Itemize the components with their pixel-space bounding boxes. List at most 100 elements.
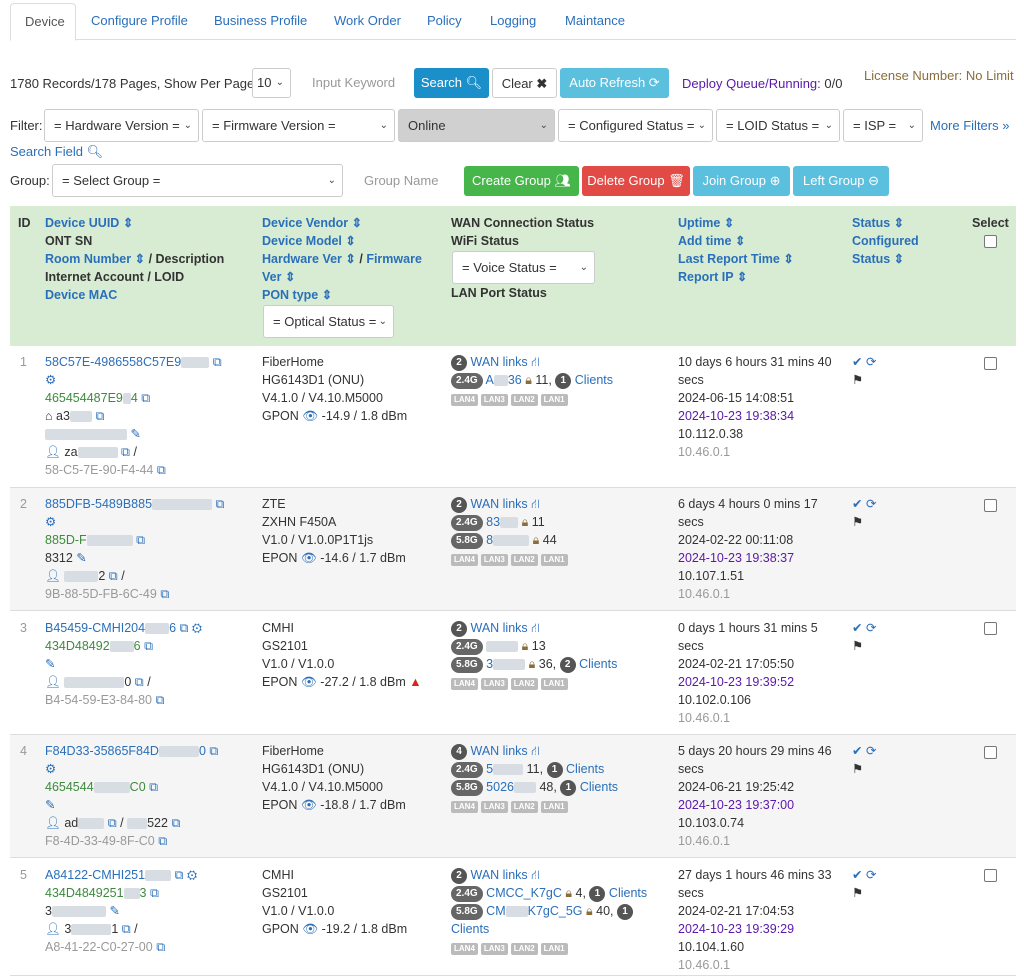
- ssid-link[interactable]: CM: [486, 904, 506, 918]
- firmware-version-select[interactable]: = Firmware Version = ⌄: [202, 109, 395, 142]
- tab-policy[interactable]: Policy: [427, 13, 462, 28]
- sort-device-model[interactable]: Device Model ⇕: [262, 234, 356, 248]
- eye-icon[interactable]: 👁︎: [302, 922, 319, 936]
- copy-icon[interactable]: ⧉: [158, 834, 168, 848]
- wan-links-link[interactable]: WAN links: [470, 621, 528, 635]
- sync-icon[interactable]: ⟳: [865, 497, 877, 511]
- wan-links-link[interactable]: WAN links: [470, 744, 528, 758]
- copy-icon[interactable]: ⧉: [141, 391, 151, 405]
- edit-icon[interactable]: ✎: [45, 798, 56, 812]
- edit-icon[interactable]: ✎: [130, 427, 141, 441]
- eye-icon[interactable]: 👁︎: [300, 798, 317, 812]
- edit-icon[interactable]: ✎: [45, 657, 56, 671]
- edit-icon[interactable]: ✎: [76, 551, 87, 565]
- gear-icon[interactable]: ⚙: [186, 868, 198, 882]
- network-icon[interactable]: ⛙: [531, 621, 540, 635]
- copy-icon[interactable]: ⧉: [95, 409, 105, 423]
- copy-icon[interactable]: ⧉: [215, 497, 225, 511]
- copy-icon[interactable]: ⧉: [155, 693, 165, 707]
- ssid-link[interactable]: 5: [486, 762, 494, 776]
- clients-link[interactable]: Clients: [579, 657, 618, 671]
- network-icon[interactable]: ⛙: [531, 497, 540, 511]
- edit-icon[interactable]: ✎: [109, 904, 120, 918]
- loid-status-select[interactable]: = LOID Status = ⌄: [716, 109, 840, 142]
- copy-icon[interactable]: ⧉: [160, 587, 170, 601]
- group-select[interactable]: = Select Group = ⌄: [52, 164, 343, 197]
- tab-device[interactable]: Device: [10, 3, 76, 41]
- copy-icon[interactable]: ⧉: [107, 816, 117, 830]
- sync-icon[interactable]: ⟳: [865, 868, 877, 882]
- sort-room-number[interactable]: Room Number ⇕: [45, 252, 146, 266]
- gear-icon[interactable]: ⚙: [45, 373, 57, 387]
- clients-link[interactable]: Clients: [574, 373, 613, 387]
- clients-link[interactable]: Clients: [566, 762, 605, 776]
- group-name-input[interactable]: Group Name: [364, 173, 439, 188]
- sort-device-vendor[interactable]: Device Vendor ⇕: [262, 216, 363, 230]
- copy-icon[interactable]: ⧉: [156, 940, 166, 954]
- delete-group-button[interactable]: Delete Group 🗑︎: [582, 166, 690, 196]
- device-uuid-link[interactable]: F84D33-35865F84D: [45, 744, 159, 758]
- tab-logging[interactable]: Logging: [490, 13, 537, 28]
- wan-links-link[interactable]: WAN links: [470, 497, 528, 511]
- ssid-link[interactable]: A: [485, 373, 494, 387]
- sync-icon[interactable]: ⟳: [865, 744, 877, 758]
- tab-business-profile[interactable]: Business Profile: [214, 13, 308, 28]
- search-field-link[interactable]: Search Field 🔍︎: [10, 144, 104, 159]
- sort-pon-type[interactable]: PON type ⇕: [262, 288, 333, 302]
- copy-icon[interactable]: ⧉: [174, 868, 184, 882]
- sort-hardware-ver[interactable]: Hardware Ver ⇕: [262, 252, 356, 266]
- left-group-button[interactable]: Left Group ⊖: [793, 166, 889, 196]
- configured-status-select[interactable]: = Configured Status = ⌄: [558, 109, 713, 142]
- ssid-link[interactable]: 8: [486, 533, 494, 547]
- optical-status-select[interactable]: = Optical Status = ⌄: [263, 305, 394, 338]
- eye-icon[interactable]: 👁︎: [300, 675, 317, 689]
- ssid-link[interactable]: 83: [486, 515, 501, 529]
- sync-icon[interactable]: ⟳: [865, 621, 877, 635]
- wan-links-link[interactable]: WAN links: [470, 355, 528, 369]
- row-select-checkbox[interactable]: [984, 869, 997, 882]
- eye-icon[interactable]: 👁︎: [300, 551, 317, 565]
- eye-icon[interactable]: 👁︎: [302, 409, 319, 423]
- network-icon[interactable]: ⛙: [531, 744, 540, 758]
- copy-icon[interactable]: ⧉: [212, 355, 222, 369]
- copy-icon[interactable]: ⧉: [149, 780, 159, 794]
- sort-uptime[interactable]: Uptime ⇕: [678, 216, 735, 230]
- more-filters-link[interactable]: More Filters »: [930, 118, 1010, 133]
- voice-status-select[interactable]: = Voice Status = ⌄: [452, 251, 595, 284]
- sort-last-report-time[interactable]: Last Report Time ⇕: [678, 252, 794, 266]
- row-select-checkbox[interactable]: [984, 499, 997, 512]
- row-select-checkbox[interactable]: [984, 357, 997, 370]
- copy-icon[interactable]: ⧉: [121, 445, 130, 459]
- ssid-link[interactable]: CMCC_K7gC: [486, 886, 562, 900]
- auto-refresh-button[interactable]: Auto Refresh ⟳: [560, 68, 669, 98]
- gear-icon[interactable]: ⚙: [45, 515, 57, 529]
- join-group-button[interactable]: Join Group ⊕: [693, 166, 790, 196]
- online-select[interactable]: Online ⌄: [398, 109, 555, 142]
- sync-icon[interactable]: ⟳: [865, 355, 877, 369]
- gear-icon[interactable]: ⚙: [191, 621, 203, 635]
- gear-icon[interactable]: ⚙: [45, 762, 57, 776]
- sort-device-uuid[interactable]: Device UUID ⇕: [45, 216, 134, 230]
- row-select-checkbox[interactable]: [984, 746, 997, 759]
- tab-maintance[interactable]: Maintance: [565, 13, 625, 28]
- device-uuid-link[interactable]: A84122-CMHI251: [45, 868, 146, 882]
- row-select-checkbox[interactable]: [984, 622, 997, 635]
- copy-icon[interactable]: ⧉: [209, 744, 219, 758]
- copy-icon[interactable]: ⧉: [156, 463, 166, 477]
- copy-icon[interactable]: ⧉: [136, 533, 146, 547]
- per-page-select[interactable]: 10 ⌄: [252, 68, 291, 98]
- sort-firmware-ver[interactable]: Firmware: [366, 252, 422, 266]
- sort-status[interactable]: Status ⇕: [852, 216, 905, 230]
- sort-configured[interactable]: Configured: [852, 234, 919, 248]
- device-uuid-link[interactable]: B45459-CMHI204: [45, 621, 146, 635]
- wan-links-link[interactable]: WAN links: [470, 868, 528, 882]
- tab-configure-profile[interactable]: Configure Profile: [91, 13, 188, 28]
- select-all-checkbox[interactable]: [984, 235, 997, 248]
- clear-button[interactable]: Clear ✖: [492, 68, 557, 98]
- sort-firmware-ver-2[interactable]: Ver ⇕: [262, 270, 296, 284]
- tab-work-order[interactable]: Work Order: [334, 13, 401, 28]
- clients-link[interactable]: Clients: [579, 780, 619, 794]
- copy-icon[interactable]: ⧉: [121, 922, 131, 936]
- copy-icon[interactable]: ⧉: [179, 621, 189, 635]
- ssid-link[interactable]: 5026: [486, 780, 514, 794]
